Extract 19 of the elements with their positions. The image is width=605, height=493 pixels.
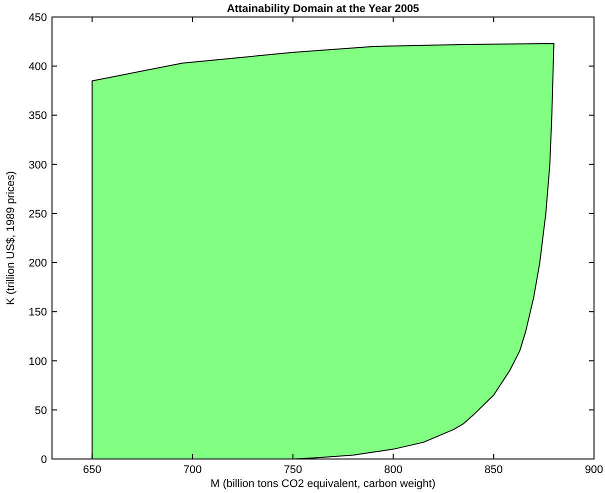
x-tick-label: 900 [584,464,604,476]
y-tick-label: 250 [28,208,47,220]
y-tick-label: 100 [28,356,47,368]
x-tick-label: 750 [284,464,302,476]
y-tick-label: 50 [34,404,47,417]
x-axis-title: M (billion tons CO2 equivalent, carbon weight) [210,478,436,490]
y-tick-label: 150 [28,306,47,319]
y-tick-label: 300 [28,159,47,172]
y-tick-label: 0 [40,454,47,466]
y-tick-label: 350 [28,110,47,122]
y-tick-label: 200 [28,258,47,270]
chart-title: Attainability Domain at the Year 2005 [226,3,420,15]
x-tick-label: 700 [183,464,202,476]
x-tick-label: 850 [484,464,503,476]
x-tick-label: 650 [82,464,102,476]
x-tick-label: 800 [384,464,402,476]
y-axis-title: K (trillion US$, 1989 prices) [5,171,17,305]
y-tick-label: 450 [28,12,47,24]
y-tick-label: 400 [28,61,47,74]
